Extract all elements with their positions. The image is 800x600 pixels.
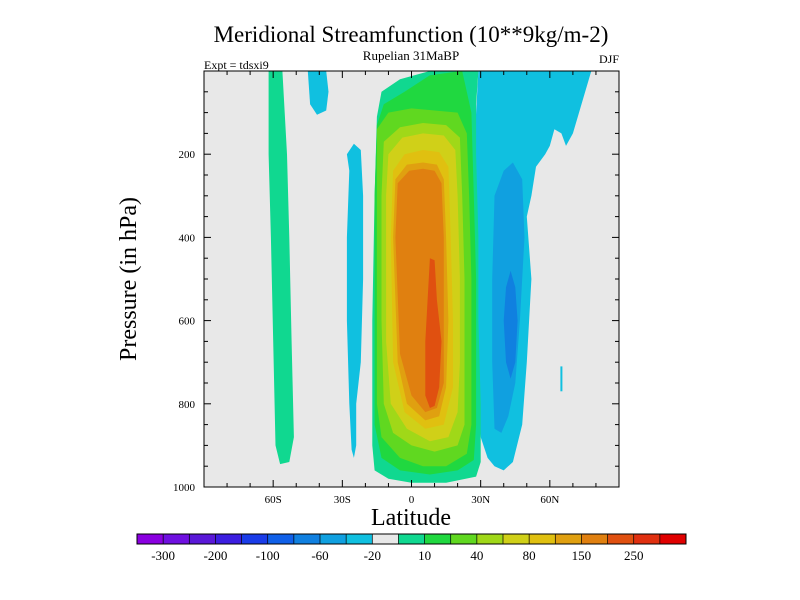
x-axis: 60S 30S 0 30N 60N: [203, 71, 620, 506]
colorbar-swatch: [163, 534, 190, 544]
colorbar-swatch: [293, 534, 321, 544]
colorbar-swatch: [450, 534, 478, 544]
colorbar-label: -100: [256, 548, 280, 563]
y-tick-label: 600: [179, 316, 196, 328]
x-tick-label: 30S: [334, 494, 351, 506]
colorbar-label: 250: [624, 548, 644, 563]
x-tick-label: 60N: [540, 494, 559, 506]
x-tick-label: 30N: [471, 494, 490, 506]
chart-subtitle: Rupelian 31MaBP: [363, 48, 459, 63]
colorbar-label: 150: [572, 548, 592, 563]
colorbar-label: 80: [523, 548, 536, 563]
colorbar-swatch: [555, 534, 582, 544]
x-axis-label: Latitude: [371, 505, 451, 531]
colorbar-swatch: [503, 534, 530, 544]
colorbar-label: 10: [418, 548, 431, 563]
contour-sh-positive-band: [268, 71, 294, 465]
colorbar-swatch: [320, 534, 347, 544]
colorbar-label: -20: [364, 548, 381, 563]
x-tick-label: 60S: [265, 494, 282, 506]
contour-sh-negative-tongue: [307, 71, 329, 115]
colorbar-swatch: [241, 534, 268, 544]
colorbar-swatch: [398, 534, 425, 544]
colorbar: -300 -200 -100 -60 -20 10 40 80 150 250: [136, 533, 687, 563]
y-tick-label: 400: [179, 232, 196, 244]
colorbar-swatch: [424, 534, 451, 544]
colorbar-label: -200: [204, 548, 228, 563]
y-tick-label: 200: [179, 149, 196, 161]
colorbar-swatch: [189, 534, 216, 544]
colorbar-swatch: [346, 534, 373, 544]
y-axis-label: Pressure (in hPa): [116, 197, 142, 361]
y-tick-label: 1000: [173, 482, 196, 494]
colorbar-swatch: [372, 534, 399, 544]
colorbar-label: -60: [311, 548, 328, 563]
colorbar-label: -300: [151, 548, 175, 563]
season-label: DJF: [599, 52, 619, 66]
colorbar-swatch: [137, 534, 164, 544]
experiment-label: Expt = tdsxi9: [204, 58, 269, 72]
contour-layer: [268, 71, 592, 483]
contour-nh-negative-core: [503, 270, 518, 379]
colorbar-swatch: [633, 534, 661, 544]
contour-main-cell-core: [425, 258, 442, 408]
colorbar-swatch: [659, 534, 687, 544]
colorbar-swatch: [581, 534, 608, 544]
colorbar-frame: [136, 533, 687, 545]
colorbar-swatch: [529, 534, 556, 544]
y-tick-label: 800: [179, 399, 196, 411]
chart-title: Meridional Streamfunction (10**9kg/m-2): [214, 22, 609, 47]
colorbar-swatch: [607, 534, 634, 544]
colorbar-swatch: [215, 534, 242, 544]
contour-sh-negative-column: [346, 143, 364, 458]
x-tick-label: 0: [409, 494, 415, 506]
y-axis: 200 400 600 800 1000: [173, 70, 619, 494]
colorbar-label: 40: [470, 548, 483, 563]
colorbar-swatch: [476, 534, 504, 544]
colorbar-swatch: [267, 534, 295, 544]
